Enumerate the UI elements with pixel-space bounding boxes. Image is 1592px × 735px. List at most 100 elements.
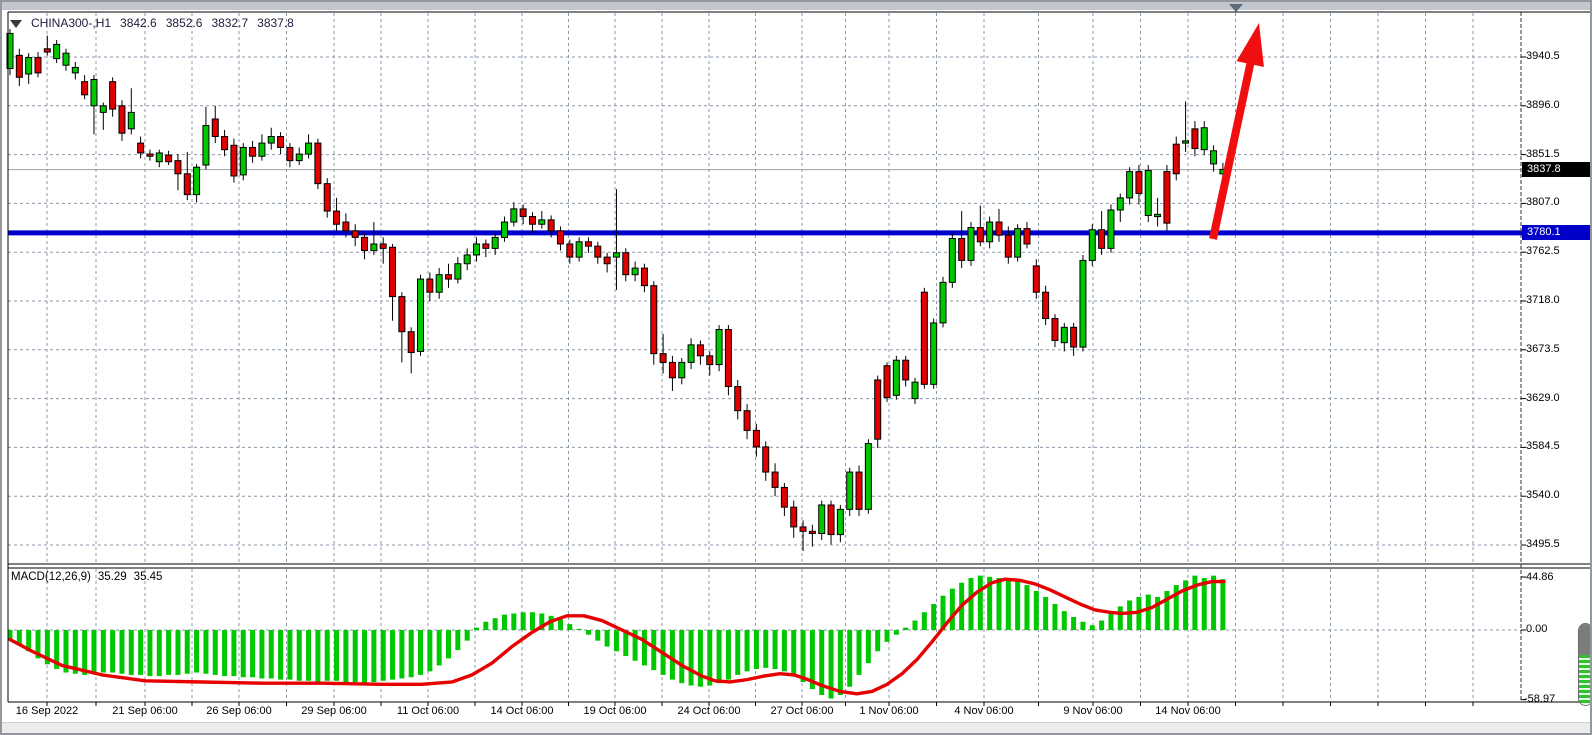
candle-body	[202, 125, 210, 166]
candle-body	[1126, 171, 1134, 199]
macd-histogram-bar	[987, 576, 993, 630]
candle-body	[239, 146, 247, 176]
macd-histogram-bar	[455, 630, 461, 651]
macd-histogram-bar	[1155, 596, 1161, 630]
candle-body	[846, 471, 854, 510]
candle-body	[183, 173, 191, 196]
scroll-thumb-upper	[1579, 624, 1590, 655]
ohlc-close: 3837.8	[257, 16, 294, 30]
candle-body	[790, 506, 798, 528]
candle-body	[81, 81, 89, 96]
candle-body	[883, 365, 891, 399]
macd-histogram-bar	[604, 630, 610, 647]
macd-histogram-bar	[819, 630, 825, 695]
symbol-marker-down-triangle-icon	[10, 19, 22, 28]
price-axis-label: 3807.0	[1526, 196, 1560, 209]
candle-body	[118, 105, 126, 134]
macd-histogram-bar	[166, 630, 172, 675]
time-axis-label: 1 Nov 06:00	[859, 705, 919, 717]
price-axis-label: 3718.0	[1526, 294, 1560, 306]
macd-histogram-bar	[753, 630, 759, 669]
macd-histogram-bar	[390, 630, 396, 680]
macd-histogram-bar	[791, 630, 797, 675]
candle-body	[482, 243, 490, 249]
time-axis-label: 14 Oct 06:00	[490, 705, 554, 717]
candle-body	[435, 274, 443, 293]
macd-histogram-bar	[1099, 620, 1105, 630]
trend-arrow-shaft[interactable]	[1209, 57, 1256, 240]
candle-body	[286, 146, 294, 162]
macd-histogram-bar	[1043, 596, 1049, 630]
macd-histogram-bar	[1220, 579, 1226, 630]
time-axis-label: 9 Nov 06:00	[1063, 705, 1123, 717]
scroll-to-end-marker-icon[interactable]	[1229, 4, 1243, 12]
support-level-price-tag[interactable]: 3780.1	[1522, 225, 1590, 241]
macd-histogram-bar	[1024, 585, 1030, 630]
candle-body	[34, 57, 42, 74]
price-axis-label: 3851.5	[1526, 147, 1560, 160]
ohlc-low: 3832.7	[211, 16, 249, 30]
candle-body	[295, 153, 303, 162]
candle-body	[948, 237, 956, 283]
candle-body	[1014, 228, 1022, 258]
candle-body	[612, 252, 620, 258]
macd-histogram-bar	[352, 630, 358, 682]
right-edge-scroll-thumb[interactable]	[1578, 623, 1590, 706]
macd-histogram-bar	[1117, 606, 1123, 630]
macd-histogram-bar	[483, 621, 489, 630]
macd-histogram-bar	[697, 630, 703, 687]
macd-histogram-bar	[865, 630, 871, 664]
macd-histogram-bar	[1136, 596, 1142, 630]
trend-arrow-annotation[interactable]	[1209, 23, 1264, 240]
time-axis-label: 27 Oct 06:00	[770, 705, 834, 717]
candle-body	[249, 146, 257, 157]
macd-histogram-bar	[1061, 611, 1067, 630]
price-axis-label: 3540.0	[1526, 489, 1560, 502]
candle-body	[6, 32, 14, 70]
macd-histogram-bar	[240, 630, 246, 678]
candle-body	[1088, 229, 1096, 261]
candle-body	[333, 210, 341, 225]
macd-histogram-bar	[501, 614, 507, 630]
macd-histogram-bar	[1052, 604, 1058, 630]
candle-body	[631, 267, 639, 276]
candle-body	[277, 136, 285, 148]
candle-body	[734, 386, 742, 412]
chart-header: CHINA300-,H1 3842.6 3852.6 3832.7 3837.8	[10, 16, 303, 30]
macd-histogram-bar	[371, 630, 377, 682]
candle-body	[678, 361, 686, 379]
macd-histogram-bar	[1211, 575, 1217, 630]
candle-body	[454, 263, 462, 280]
candle-body	[566, 243, 574, 258]
candle-body	[528, 216, 536, 225]
time-axis-label: 29 Sep 06:00	[301, 705, 367, 717]
candle-body	[267, 136, 275, 144]
macd-histogram-bar	[1015, 580, 1021, 630]
ohlc-high: 3852.6	[165, 16, 203, 30]
candle-body	[43, 48, 51, 53]
candle-body	[594, 245, 602, 258]
macd-histogram-bar	[940, 595, 946, 630]
candle-body	[1182, 140, 1190, 144]
candle-body	[1032, 265, 1040, 293]
macd-histogram-bar	[203, 630, 209, 674]
candle-body	[939, 281, 947, 324]
candle-body	[1098, 229, 1106, 249]
candle-body	[71, 66, 79, 74]
candle-body	[743, 410, 751, 431]
candle-body	[855, 471, 863, 510]
macd-histogram-bar	[231, 630, 237, 677]
macd-histogram-bar	[63, 630, 69, 673]
macd-histogram-bar	[679, 630, 685, 684]
macd-histogram-bar	[212, 630, 218, 675]
candle-body	[25, 57, 33, 75]
macd-histogram-bar	[781, 630, 787, 672]
macd-histogram-bar	[529, 612, 535, 630]
candle-body	[575, 241, 583, 258]
trend-arrow-head[interactable]	[1236, 23, 1264, 67]
macd-histogram-bar	[278, 630, 284, 680]
candle-body	[155, 152, 163, 163]
macd-histogram-bar	[837, 630, 843, 695]
